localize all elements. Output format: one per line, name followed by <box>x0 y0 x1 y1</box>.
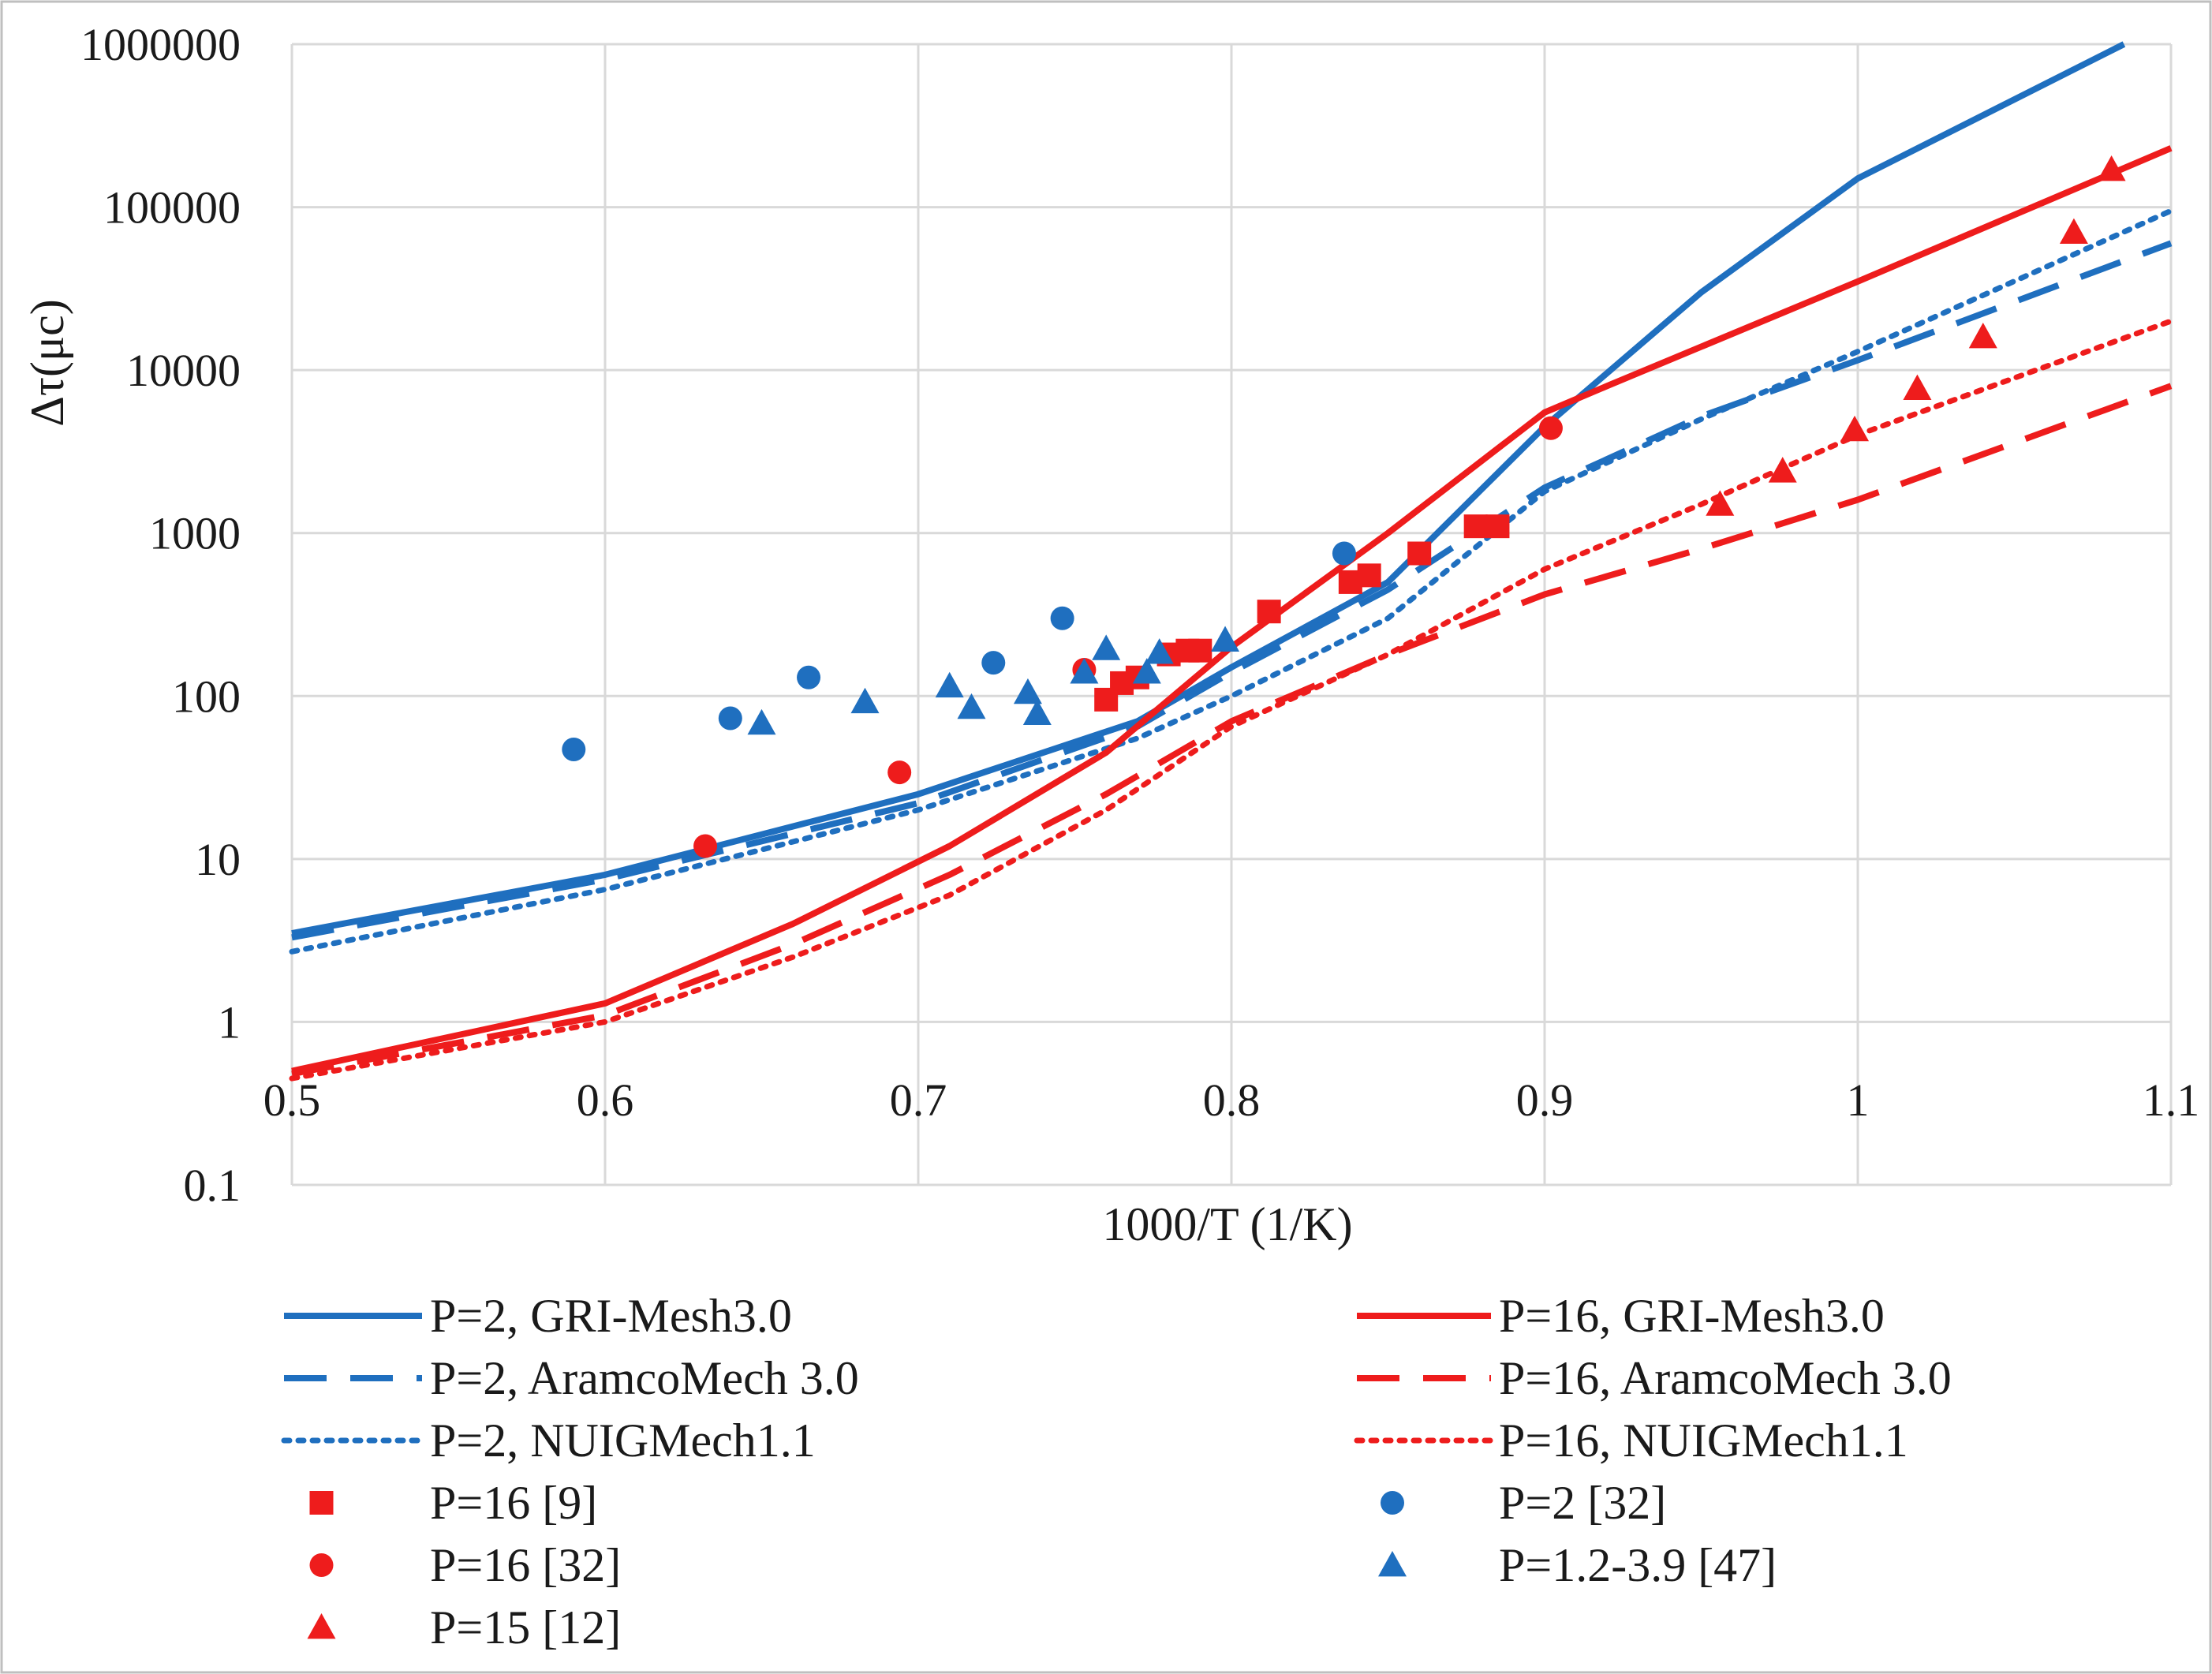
y-tick-label: 0.1 <box>184 1160 241 1211</box>
x-tick-label: 0.5 <box>263 1074 321 1126</box>
legend-item: P=16, GRI-Mesh3.0 <box>1357 1290 1885 1342</box>
legend-item: P=16 [9] <box>309 1477 597 1529</box>
series-line-5 <box>291 383 2173 1078</box>
legend-label: P=1.2-3.9 [47] <box>1499 1539 1777 1591</box>
data-point <box>1211 626 1240 652</box>
data-point <box>850 687 880 714</box>
data-point <box>693 834 718 858</box>
legend-item: P=2 [32] <box>1381 1477 1666 1529</box>
x-tick-label: 0.8 <box>1203 1074 1261 1126</box>
data-point <box>1092 634 1121 660</box>
legend-swatch <box>309 1553 334 1577</box>
data-point <box>1145 638 1174 664</box>
legend-item: P=15 [12] <box>307 1601 621 1653</box>
data-point <box>1903 374 1932 400</box>
data-point <box>747 708 776 735</box>
y-tick-label: 10000 <box>126 345 241 396</box>
data-point <box>1407 541 1432 566</box>
data-point <box>1968 322 1997 349</box>
data-point <box>1022 699 1052 725</box>
data-point <box>935 671 964 698</box>
data-point <box>562 738 586 762</box>
legend-item: P=2, GRI-Mesh3.0 <box>284 1290 792 1342</box>
data-point <box>1188 638 1212 663</box>
data-point <box>1768 457 1797 483</box>
legend-item: P=16 [32] <box>309 1539 621 1591</box>
x-tick-label: 1 <box>1847 1074 1870 1126</box>
x-axis-title: 1000/T (1/K) <box>1102 1198 1352 1250</box>
data-point <box>981 651 1006 675</box>
legend-label: P=2, GRI-Mesh3.0 <box>430 1290 792 1342</box>
data-point <box>1132 658 1161 684</box>
legend-label: P=16 [9] <box>430 1477 597 1529</box>
data-point <box>1357 563 1381 588</box>
data-point <box>1257 600 1281 624</box>
legend-label: P=16, AramcoMech 3.0 <box>1499 1352 1952 1404</box>
legend-label: P=16, GRI-Mesh3.0 <box>1499 1290 1885 1342</box>
grid <box>290 43 2173 1186</box>
y-tick-label: 100000 <box>103 182 241 234</box>
x-tick-label: 1.1 <box>2143 1074 2200 1126</box>
data-point <box>1706 490 1735 516</box>
series-lines <box>289 41 2174 1082</box>
x-tick-label: 0.9 <box>1516 1074 1574 1126</box>
data-point <box>1840 415 1870 442</box>
x-axis-ticks: 0.5 0.6 0.7 0.8 0.9 1 1.1 <box>263 1074 2200 1126</box>
legend-label: P=16, NUIGMech1.1 <box>1499 1414 1908 1467</box>
legend-label: P=2, AramcoMech 3.0 <box>430 1352 859 1404</box>
data-point <box>1463 514 1488 539</box>
y-tick-label: 1000 <box>149 508 241 559</box>
legend-label: P=2 [32] <box>1499 1477 1666 1529</box>
data-point <box>1485 514 1510 539</box>
data-point <box>957 693 986 719</box>
legend-item: P=1.2-3.9 [47] <box>1378 1539 1777 1591</box>
legend-label: P=15 [12] <box>430 1601 621 1653</box>
legend-swatch <box>309 1491 334 1515</box>
series-line-6 <box>289 318 2174 1082</box>
legend-item: P=16, AramcoMech 3.0 <box>1357 1352 1952 1404</box>
data-point <box>1332 541 1356 566</box>
series-points <box>562 155 2126 858</box>
data-point <box>718 706 742 731</box>
series-line-3 <box>289 207 2174 955</box>
y-tick-label: 100 <box>172 671 241 722</box>
legend-label: P=2, NUIGMech1.1 <box>430 1414 816 1467</box>
legend-label: P=16 [32] <box>430 1539 621 1591</box>
data-point <box>1070 658 1099 684</box>
x-tick-label: 0.6 <box>577 1074 634 1126</box>
y-tick-label: 1000000 <box>80 19 241 70</box>
y-tick-label: 10 <box>195 834 241 885</box>
y-tick-label: 1 <box>218 996 241 1048</box>
data-point <box>1050 606 1074 630</box>
y-axis-title: Δτ(μc) <box>21 299 73 426</box>
x-tick-label: 0.7 <box>890 1074 947 1126</box>
data-point <box>1013 678 1042 704</box>
y-axis-ticks: 0.1 1 10 100 1000 10000 100000 1000000 <box>80 19 241 1211</box>
legend-item: P=2, NUIGMech1.1 <box>281 1414 816 1467</box>
legend-swatch <box>1378 1551 1407 1577</box>
legend-item: P=2, AramcoMech 3.0 <box>284 1352 859 1404</box>
series-line-1 <box>291 41 2126 936</box>
data-point <box>887 760 912 785</box>
data-point <box>797 665 821 689</box>
legend: P=2, GRI-Mesh3.0 P=2, AramcoMech 3.0 P=2, … <box>281 1290 1952 1653</box>
legend-swatch <box>1381 1491 1404 1515</box>
data-point <box>2059 218 2088 244</box>
legend-swatch <box>307 1613 336 1639</box>
data-point <box>1538 416 1563 440</box>
legend-item: P=16, NUIGMech1.1 <box>1354 1414 1908 1467</box>
data-point <box>2097 155 2126 181</box>
